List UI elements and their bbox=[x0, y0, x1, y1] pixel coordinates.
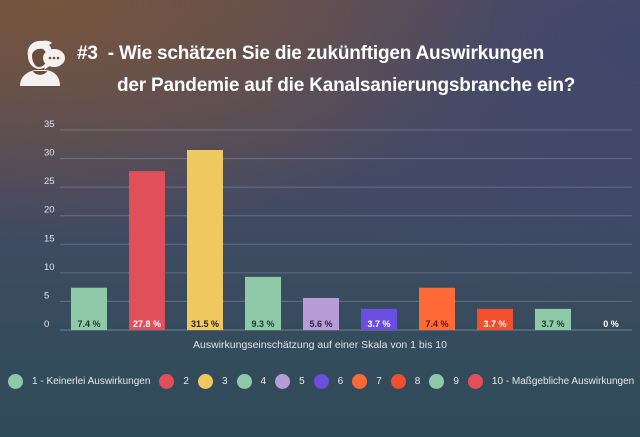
legend-dot bbox=[275, 374, 291, 389]
bar-9[interactable] bbox=[535, 308, 571, 330]
bar-7[interactable] bbox=[419, 287, 455, 330]
legend-item[interactable]: 5 bbox=[275, 374, 305, 389]
data-label: 5.6 % bbox=[309, 319, 332, 329]
data-labels: 7.4 % 27.8 % 31.5 % 9.3 % 5.6 % 3.7 % 7.4 % 3.7… bbox=[77, 319, 618, 329]
data-label: 9.3 % bbox=[251, 319, 274, 329]
data-label: 3.7 % bbox=[367, 319, 390, 329]
data-label: 3.7 % bbox=[541, 319, 564, 329]
legend-label: 5 bbox=[299, 376, 305, 387]
legend-dot bbox=[429, 374, 445, 389]
bar-1[interactable] bbox=[71, 287, 107, 330]
bar-8[interactable] bbox=[477, 308, 513, 330]
legend-item[interactable]: 7 bbox=[352, 374, 382, 389]
legend-label: 10 - Maßgebliche Auswirkungen bbox=[491, 376, 635, 387]
bar-5[interactable] bbox=[303, 298, 339, 330]
legend-label: 2 bbox=[183, 376, 189, 387]
legend-item[interactable]: 6 bbox=[313, 374, 344, 389]
title-line-2: der Pandemie auf die Kanalsanierungsbran… bbox=[117, 75, 576, 96]
legend-item[interactable]: 8 bbox=[390, 374, 421, 389]
legend-label: 7 bbox=[376, 376, 382, 387]
legend-item[interactable]: 4 bbox=[236, 374, 267, 389]
legend-label: 3 bbox=[221, 376, 228, 387]
legend-label: 4 bbox=[260, 376, 267, 387]
y-tick-label: 10 bbox=[44, 262, 55, 273]
legend-item[interactable]: 1 - Keinerlei Auswirkungen bbox=[8, 374, 150, 389]
legend-label: 9 bbox=[453, 376, 459, 387]
data-label: 7.4 % bbox=[77, 319, 100, 329]
legend-item[interactable]: 10 - Maßgebliche Auswirkungen bbox=[467, 374, 635, 389]
person-speech-bubble-icon bbox=[20, 40, 65, 86]
legend-label: 1 - Keinerlei Auswirkungen bbox=[32, 376, 151, 387]
legend-dot bbox=[236, 374, 252, 389]
data-label: 27.8 % bbox=[133, 319, 161, 329]
bar-3[interactable] bbox=[187, 150, 223, 330]
y-tick-label: 20 bbox=[44, 205, 55, 216]
legend-dot bbox=[313, 374, 329, 389]
legend-dot bbox=[159, 374, 175, 389]
legend-item[interactable]: 9 bbox=[429, 374, 459, 389]
data-label: 0 % bbox=[603, 319, 619, 329]
data-label: 3.7 % bbox=[483, 319, 506, 329]
bar-6[interactable] bbox=[361, 308, 397, 330]
y-tick-label: 5 bbox=[44, 290, 49, 301]
legend-label: 6 bbox=[337, 376, 344, 387]
legend-dot bbox=[467, 374, 483, 389]
legend-dot bbox=[390, 374, 406, 389]
legend-dot bbox=[352, 374, 368, 389]
legend-dot bbox=[8, 374, 23, 389]
data-label: 7.4 % bbox=[425, 319, 448, 329]
chart-title: #3 - Wie schätzen Sie die zukünftigen Aus… bbox=[77, 38, 575, 102]
bars bbox=[71, 150, 571, 330]
x-axis-label: Auswirkungseinschätzung auf einer Skala … bbox=[193, 339, 447, 351]
y-tick-label: 0 bbox=[44, 319, 49, 330]
bar-4[interactable] bbox=[245, 276, 281, 330]
y-tick-label: 25 bbox=[44, 176, 55, 187]
legend: 1 - Keinerlei Auswirkungen 2 3 4 5 6 7 8 9 10 - M… bbox=[8, 374, 640, 389]
legend-item[interactable]: 3 bbox=[197, 374, 228, 389]
y-axis-ticks: 0 5 10 15 20 25 30 35 bbox=[44, 119, 55, 330]
legend-label: 8 bbox=[414, 376, 421, 387]
question-number: #3 bbox=[77, 43, 98, 64]
title-line-1: - Wie schätzen Sie die zukünftigen Auswi… bbox=[107, 43, 545, 64]
legend-dot bbox=[197, 374, 213, 389]
data-label: 31.5 % bbox=[191, 319, 219, 329]
y-tick-label: 30 bbox=[44, 148, 55, 159]
bar-2[interactable] bbox=[129, 171, 165, 330]
y-tick-label: 35 bbox=[44, 119, 55, 130]
legend-item[interactable]: 2 bbox=[159, 374, 189, 389]
y-tick-label: 15 bbox=[44, 233, 55, 244]
